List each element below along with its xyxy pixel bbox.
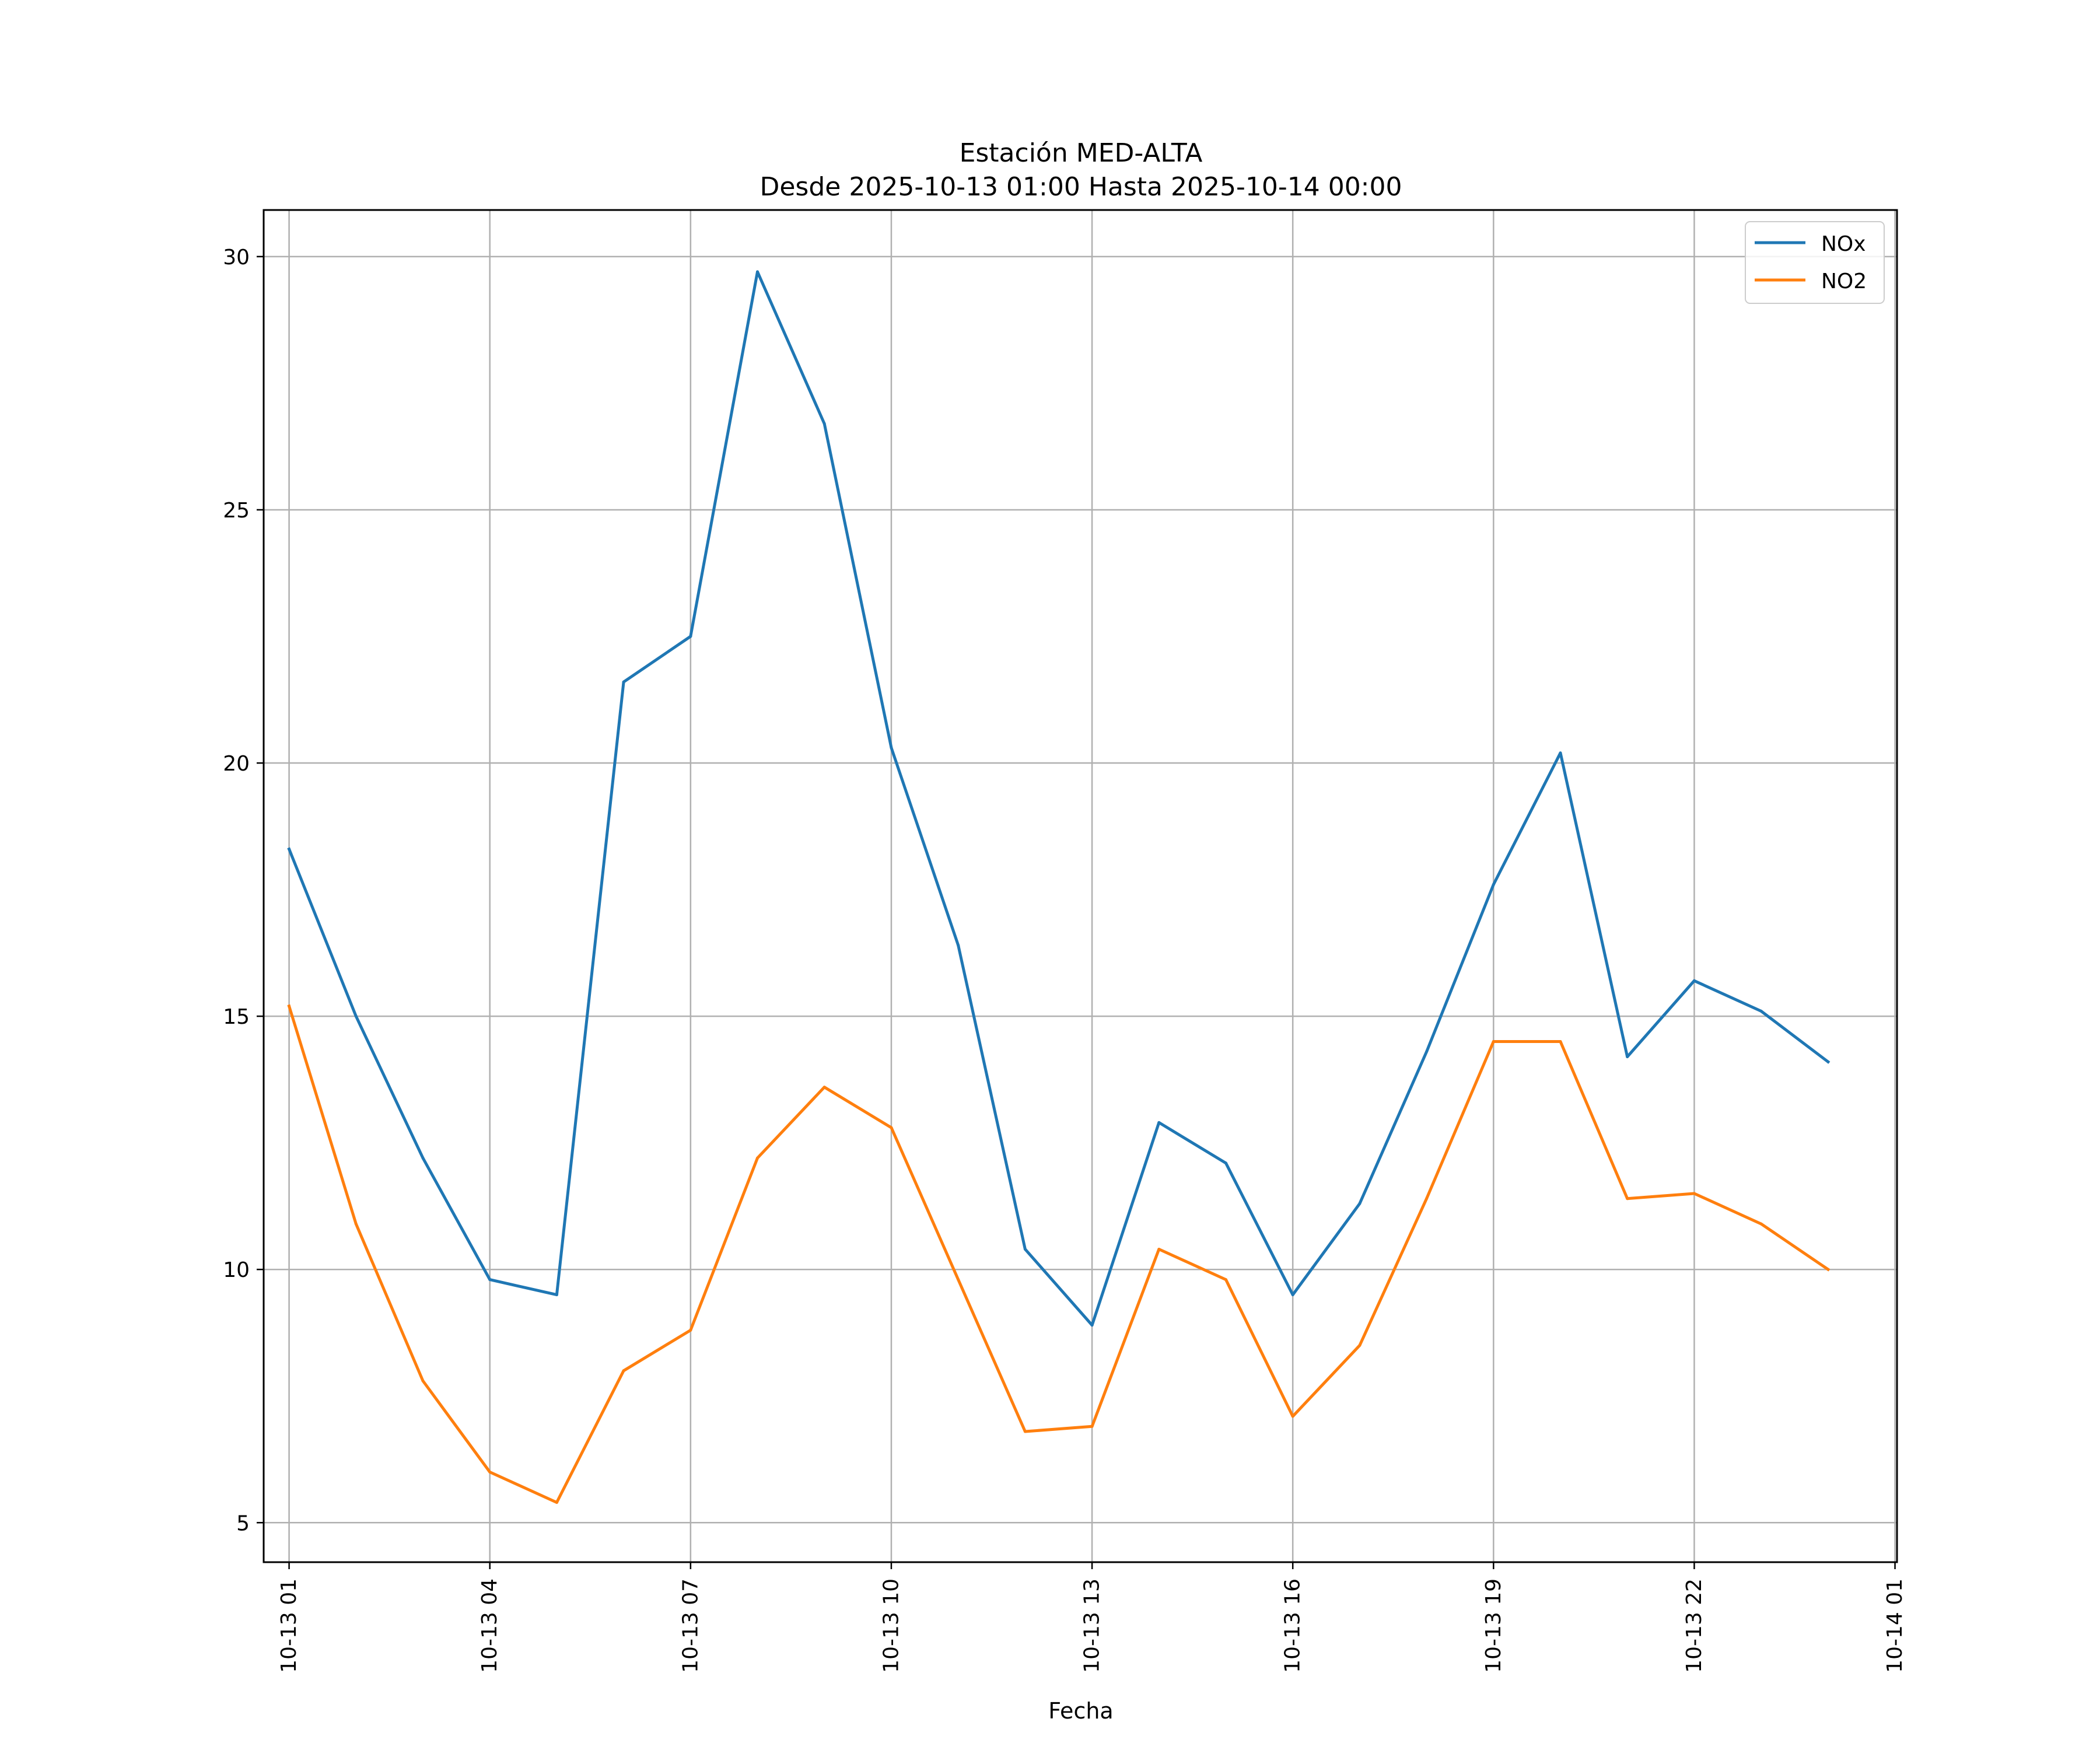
data-point-no2: [288, 1005, 291, 1008]
data-point-nox: [957, 944, 960, 947]
data-point-no2: [1425, 1197, 1429, 1200]
legend: NOx NO2: [1745, 221, 1885, 304]
data-point-nox: [1291, 1293, 1294, 1297]
data-point-no2: [555, 1501, 558, 1504]
data-point-no2: [689, 1328, 692, 1332]
legend-label-no2: NO2: [1821, 270, 1867, 293]
chart-title: Estación MED-ALTA: [960, 138, 1203, 168]
data-point-nox: [822, 422, 826, 425]
data-point-nox: [1023, 1248, 1027, 1251]
data-point-no2: [1692, 1192, 1696, 1195]
x-tick-label: 10-13 16: [1281, 1578, 1305, 1673]
data-point-no2: [488, 1471, 492, 1474]
data-point-no2: [957, 1278, 960, 1282]
x-tick-label: 10-13 04: [478, 1578, 502, 1673]
data-point-nox: [1492, 883, 1495, 886]
data-point-no2: [622, 1369, 625, 1373]
y-axis-ticks: 5 10 15 20 25 30: [223, 246, 264, 1535]
x-axis-ticks: 10-13 01 10-13 04 10-13 07 10-13 10 10-13 13…: [277, 1562, 1907, 1673]
data-point-nox: [1425, 1050, 1429, 1054]
data-point-nox: [288, 848, 291, 851]
data-point-no2: [1358, 1343, 1362, 1347]
data-point-nox: [421, 1156, 425, 1160]
data-point-nox: [1826, 1060, 1830, 1063]
data-point-no2: [1090, 1424, 1094, 1428]
y-tick-label: 5: [236, 1511, 250, 1535]
series-lines: [287, 270, 1831, 1504]
y-tick-label: 20: [223, 752, 250, 776]
data-point-no2: [354, 1222, 358, 1226]
data-point-no2: [1023, 1430, 1027, 1433]
x-tick-label: 10-13 10: [879, 1578, 903, 1673]
data-point-nox: [1626, 1055, 1629, 1059]
x-tick-label: 10-13 07: [678, 1578, 702, 1673]
data-point-no2: [890, 1126, 893, 1129]
data-point-no2: [1759, 1222, 1763, 1226]
x-tick-label: 10-13 22: [1682, 1578, 1706, 1673]
data-point-no2: [1826, 1268, 1830, 1271]
chart-subtitle: Desde 2025-10-13 01:00 Hasta 2025-10-14 …: [760, 172, 1402, 202]
legend-label-nox: NOx: [1821, 232, 1866, 256]
data-point-nox: [488, 1278, 492, 1282]
x-axis-label: Fecha: [1048, 1698, 1113, 1724]
data-point-nox: [1358, 1202, 1362, 1205]
data-point-nox: [1759, 1009, 1763, 1013]
y-tick-label: 10: [223, 1258, 250, 1282]
x-tick-label: 10-13 19: [1482, 1578, 1506, 1673]
x-tick-label: 10-14 01: [1883, 1578, 1907, 1673]
data-point-no2: [1559, 1040, 1562, 1043]
y-tick-label: 30: [223, 246, 250, 270]
data-point-nox: [1692, 979, 1696, 982]
data-point-no2: [1492, 1040, 1495, 1043]
series-line-nox: [287, 270, 1831, 1327]
data-point-nox: [689, 635, 692, 638]
data-point-nox: [1559, 751, 1562, 755]
data-point-no2: [421, 1379, 425, 1382]
data-point-no2: [756, 1156, 759, 1160]
x-tick-label: 10-13 13: [1080, 1578, 1104, 1673]
data-point-nox: [890, 746, 893, 750]
data-point-no2: [1626, 1197, 1629, 1200]
data-point-nox: [756, 270, 759, 274]
data-point-no2: [822, 1086, 826, 1089]
data-point-no2: [1291, 1415, 1294, 1418]
data-point-no2: [1224, 1278, 1227, 1282]
plot-frame: [262, 209, 1898, 1563]
data-point-nox: [1224, 1161, 1227, 1165]
data-point-nox: [1157, 1121, 1161, 1124]
data-point-no2: [1157, 1248, 1161, 1251]
data-point-nox: [1090, 1324, 1094, 1327]
y-tick-label: 15: [223, 1005, 250, 1029]
y-tick-label: 25: [223, 499, 250, 523]
x-tick-label: 10-13 01: [277, 1578, 301, 1673]
data-point-nox: [354, 1014, 358, 1018]
series-line-no2: [287, 1004, 1831, 1504]
data-point-nox: [622, 680, 625, 684]
grid: [264, 210, 1897, 1562]
data-point-nox: [555, 1293, 558, 1297]
